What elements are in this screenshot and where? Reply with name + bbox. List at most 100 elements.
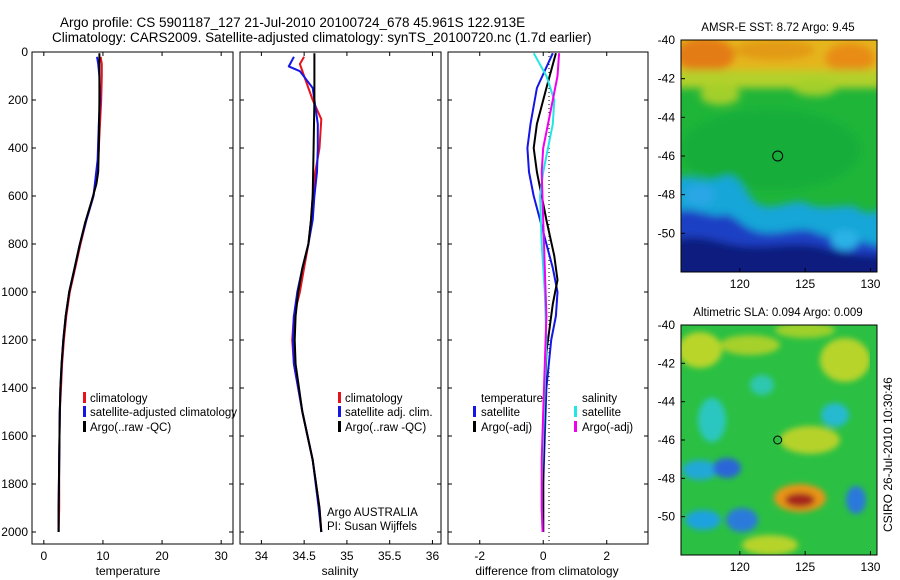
difference-axes-box	[447, 51, 649, 545]
x-tick-label: 35	[340, 549, 354, 563]
map-x-tick-label: 130	[860, 560, 880, 574]
legend-swatch-sal-satellite	[574, 406, 577, 417]
legend-swatch-argo	[83, 421, 86, 432]
legend-title-salinity: salinity	[582, 393, 617, 405]
salinity-xlabel: salinity	[322, 564, 359, 578]
legend-swatch-climatology	[83, 392, 86, 403]
map-y-tick-label: -42	[658, 72, 676, 86]
legend-swatch-temp-satellite	[473, 406, 476, 417]
y-tick-label: 1400	[1, 381, 28, 395]
sla-yellow-patch	[820, 338, 870, 382]
sla-yellow-patch	[720, 335, 780, 355]
sst-yellow-patch	[700, 85, 740, 105]
difference-legend: temperature satellite Argo(-adj) salinit…	[473, 393, 633, 434]
difference-panel: -2 0 2 difference from climatology tempera…	[447, 51, 649, 578]
difference-ticks: -2 0 2	[448, 51, 648, 563]
sla-blue-eddy	[713, 458, 741, 478]
x-tick-label: 30	[214, 549, 228, 563]
map-y-tick-label: -48	[658, 188, 676, 202]
x-tick-label: -2	[474, 549, 485, 563]
sst-yellow-patch	[793, 80, 837, 96]
sst-cyan-eddy	[831, 230, 859, 250]
legend-title-temperature: temperature	[481, 393, 543, 405]
y-tick-label: 600	[8, 189, 28, 203]
salinity-legend: climatology satellite adj. clim. Argo(..…	[338, 392, 433, 434]
legend-swatch-temp-argo	[473, 421, 476, 432]
temperature-axes-box	[31, 51, 234, 545]
sst-cyan-eddy	[685, 185, 715, 205]
x-tick-label: 0	[40, 549, 47, 563]
sla-cyan-patch	[821, 403, 849, 427]
temperature-panel: 0 10 20 30 0 200 400 600 800 1000 1200 1400 1600 1800…	[1, 45, 237, 578]
sla-yellow-patch	[775, 325, 835, 338]
sst-argo-location-marker	[772, 150, 784, 162]
temperature-ticks: 0 10 20 30 0 200 400 600 800 1000 1200 1400 1600 1800…	[1, 45, 233, 563]
salinity-panel: 34 34.5 35 35.5 36 salinity climatology sate…	[239, 51, 442, 578]
legend-label-climatology: climatology	[345, 393, 403, 405]
legend-swatch-sal-argo	[574, 421, 577, 432]
sla-cyan-patch	[698, 398, 726, 442]
map-y-tick-label: -40	[658, 33, 676, 47]
sla-yellow-patch	[780, 426, 840, 454]
x-tick-label: 34.5	[292, 549, 316, 563]
difference-xlabel: difference from climatology	[475, 564, 618, 578]
series-line-argo-raw-qc-	[57, 53, 101, 532]
header-line2: Climatology: CARS2009. Satellite-adjuste…	[52, 30, 592, 45]
sla-cyan-patch	[682, 460, 718, 480]
sla-map-title: Altimetric SLA: 0.094 Argo: 0.009	[693, 307, 862, 319]
map-y-tick-label: -42	[658, 356, 676, 370]
legend-label-temp-satellite: satellite	[481, 407, 520, 419]
difference-lines	[526, 52, 561, 533]
temperature-lines	[57, 53, 103, 533]
sla-field	[681, 325, 870, 555]
map-x-tick-label: 120	[730, 560, 750, 574]
temperature-xlabel: temperature	[96, 564, 161, 578]
sst-heatmap	[681, 40, 877, 272]
sla-argo-location-marker	[773, 435, 783, 445]
x-tick-label: 20	[155, 549, 169, 563]
y-tick-label: 400	[8, 141, 28, 155]
map-x-tick-label: 120	[730, 277, 750, 291]
legend-label-argo: Argo(..raw -QC)	[345, 422, 426, 434]
sst-field	[681, 40, 877, 272]
sla-red-patch	[785, 493, 815, 507]
salinity-lines	[287, 53, 323, 533]
y-tick-label: 1800	[1, 477, 28, 491]
sla-map-panel: Altimetric SLA: 0.094 Argo: 0.009	[658, 307, 881, 574]
map-y-tick-label: -48	[658, 471, 676, 485]
sst-map-panel: AMSR-E SST: 8.72 Argo: 9.45 120 125 130 -40…	[658, 22, 881, 291]
map-y-tick-label: -46	[658, 149, 676, 163]
sst-green-patch	[681, 110, 860, 190]
y-tick-label: 800	[8, 237, 28, 251]
sst-map-ticks: 120 125 130 -40 -42 -44 -46 -48 -50	[658, 33, 881, 291]
legend-swatch-argo	[338, 421, 341, 432]
x-tick-label: 34	[255, 549, 269, 563]
map-y-tick-label: -44	[658, 110, 676, 124]
legend-swatch-satellite-adjusted	[83, 406, 86, 417]
legend-label-satellite-adjusted: satellite-adjusted climatology	[90, 407, 237, 419]
map-x-tick-label: 125	[795, 277, 815, 291]
y-tick-label: 1600	[1, 429, 28, 443]
legend-swatch-climatology	[338, 392, 341, 403]
argo-australia-label: Argo AUSTRALIA	[327, 507, 418, 519]
y-tick-label: 0	[21, 45, 28, 59]
sla-blue-eddy	[726, 508, 758, 532]
x-tick-label: 0	[540, 549, 547, 563]
map-y-tick-label: -50	[658, 226, 676, 240]
series-line-salinity-argo-adj-	[540, 53, 561, 533]
x-tick-label: 36	[426, 549, 440, 563]
y-tick-label: 1200	[1, 333, 28, 347]
header-line1: Argo profile: CS 5901187_127 21-Jul-2010…	[60, 15, 525, 30]
salinity-axes-box	[239, 51, 442, 545]
legend-swatch-satellite-adj	[338, 406, 341, 417]
legend-label-satellite-adj: satellite adj. clim.	[345, 407, 433, 419]
pi-label: PI: Susan Wijffels	[327, 521, 417, 533]
map-x-tick-label: 125	[795, 560, 815, 574]
sla-yellow-patch	[742, 535, 798, 555]
sst-yellow-band	[681, 70, 877, 88]
sla-blue-eddy	[685, 510, 721, 530]
legend-label-sal-satellite: satellite	[582, 407, 621, 419]
legend-label-argo: Argo(..raw -QC)	[90, 422, 171, 434]
y-tick-label: 2000	[1, 525, 28, 539]
